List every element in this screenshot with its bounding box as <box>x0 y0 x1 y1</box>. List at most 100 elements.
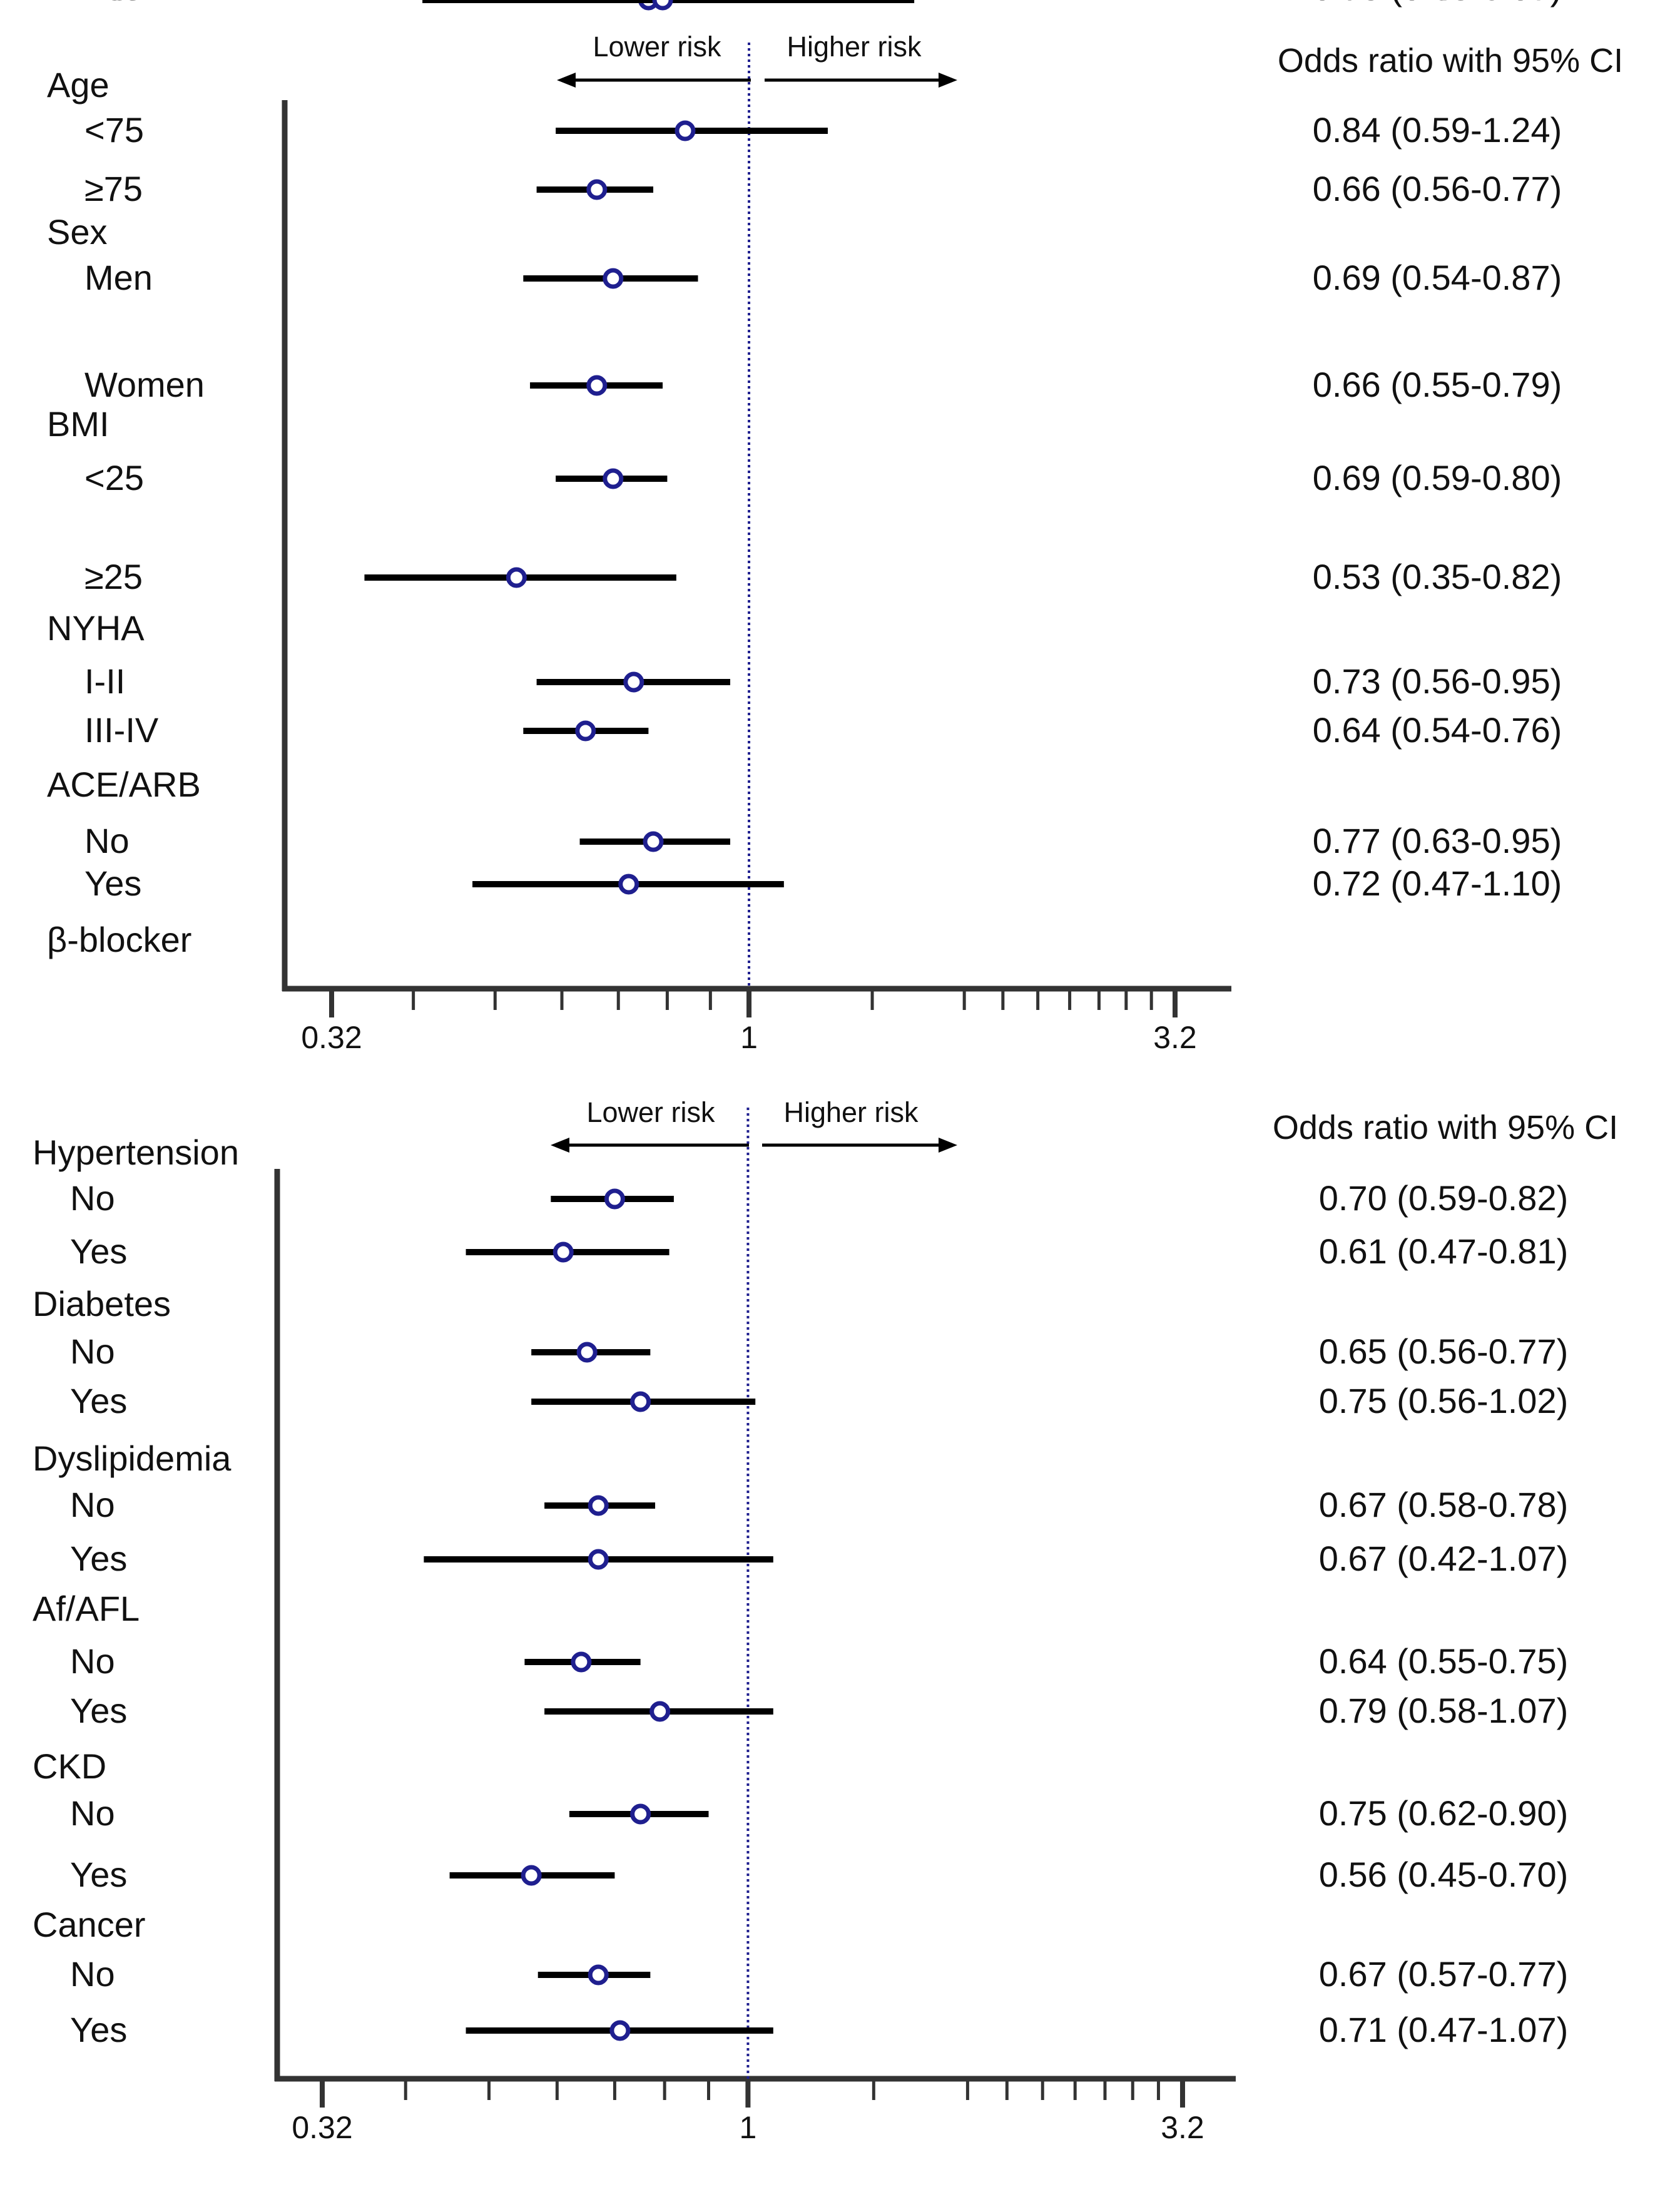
subgroup-label: No <box>70 1641 115 1681</box>
forest-row: Yes 0.79 (0.58-1.07) <box>70 1691 1568 1730</box>
forest-row: Yes 0.79 (0.41-1.57) <box>84 0 1562 11</box>
x-tick-label: 1 <box>740 1020 758 1055</box>
forest-row: <25 0.69 (0.59-0.80) <box>84 458 1562 497</box>
lower-risk-arrowhead <box>551 1138 569 1153</box>
forest-row: No 0.67 (0.58-0.78) <box>70 1485 1568 1524</box>
subgroup-label: III-IV <box>84 710 159 750</box>
subgroup-label: No <box>70 1332 115 1371</box>
or-point-marker <box>652 0 673 11</box>
or-ci-text: 0.69 (0.59-0.80) <box>1313 458 1562 497</box>
x-tick-label: 0.32 <box>301 1020 362 1055</box>
or-point-marker <box>521 1865 542 1886</box>
subgroup-label: Yes <box>70 1691 127 1730</box>
or-point-marker <box>588 1964 609 1986</box>
or-ci-text: 0.79 (0.41-1.57) <box>1313 0 1562 8</box>
or-ci-text: 0.71 (0.47-1.07) <box>1319 2010 1568 2049</box>
subgroup-label: <75 <box>84 110 144 150</box>
forest-row: Yes 0.75 (0.56-1.02) <box>70 1381 1568 1420</box>
forest-row: I-II 0.73 (0.56-0.95) <box>84 661 1562 701</box>
forest-row: No 0.64 (0.55-0.75) <box>70 1641 1568 1681</box>
higher-risk-label: Higher risk <box>787 31 922 63</box>
group-label: NYHA <box>47 608 145 648</box>
forest-row: III-IV 0.64 (0.54-0.76) <box>84 710 1562 750</box>
subgroup-label: Men <box>84 258 153 297</box>
or-ci-text: 0.72 (0.47-1.10) <box>1313 864 1562 903</box>
or-ci-text: 0.67 (0.58-0.78) <box>1319 1485 1568 1524</box>
or-ci-text: 0.64 (0.54-0.76) <box>1313 710 1562 750</box>
lower-risk-label: Lower risk <box>586 1096 715 1128</box>
or-point-marker <box>586 375 608 396</box>
or-ci-text: 0.77 (0.63-0.95) <box>1313 821 1562 860</box>
or-ci-text: 0.67 (0.57-0.77) <box>1319 1954 1568 1994</box>
forest-panel-top: 0.32 1 3.2 Lower risk Higher risk Odds ratio … <box>47 0 1623 1055</box>
group-label: BMI <box>47 404 109 444</box>
or-point-marker <box>675 120 696 141</box>
or-point-marker <box>649 1701 671 1722</box>
or-ci-text: 0.67 (0.42-1.07) <box>1319 1539 1568 1578</box>
subgroup-label: Yes <box>70 1539 127 1578</box>
or-ci-text: 0.64 (0.55-0.75) <box>1319 1641 1568 1681</box>
forest-row: No 0.70 (0.59-0.82) <box>70 1178 1568 1218</box>
forest-row: No 0.75 (0.62-0.90) <box>70 1793 1568 1833</box>
or-point-marker <box>506 567 527 588</box>
or-ci-text: 0.75 (0.62-0.90) <box>1319 1793 1568 1833</box>
or-ci-text: 0.66 (0.55-0.79) <box>1313 365 1562 404</box>
or-ci-text: 0.70 (0.59-0.82) <box>1319 1178 1568 1218</box>
group-label: Dyslipidemia <box>33 1439 232 1478</box>
group-label: β-blocker <box>47 920 191 959</box>
or-ci-text: 0.56 (0.45-0.70) <box>1319 1855 1568 1894</box>
x-tick-label: 3.2 <box>1161 2110 1204 2145</box>
subgroup-label: ≥25 <box>84 557 143 596</box>
or-point-marker <box>571 1651 592 1673</box>
subgroup-label: No <box>70 1178 115 1218</box>
or-ci-text: 0.73 (0.56-0.95) <box>1313 661 1562 701</box>
or-point-marker <box>618 874 639 895</box>
group-label: Age <box>47 65 109 105</box>
higher-risk-arrowhead <box>939 73 957 88</box>
x-tick-label: 3.2 <box>1153 1020 1197 1055</box>
or-ci-text: 0.61 (0.47-0.81) <box>1319 1231 1568 1271</box>
or-point-marker <box>630 1391 651 1412</box>
forest-row: No 0.67 (0.57-0.77) <box>70 1954 1568 1994</box>
subgroup-label: Yes <box>70 1381 127 1420</box>
or-point-marker <box>643 831 664 852</box>
forest-row: ≥75 0.66 (0.56-0.77) <box>84 169 1562 208</box>
or-point-marker <box>603 268 624 289</box>
lower-risk-label: Lower risk <box>593 31 721 63</box>
subgroup-label: I-II <box>84 661 125 701</box>
or-ci-text: 0.79 (0.58-1.07) <box>1319 1691 1568 1730</box>
subgroup-label: Yes <box>84 0 141 8</box>
forest-row: Yes 0.71 (0.47-1.07) <box>70 2010 1568 2049</box>
subgroup-label: No <box>70 1793 115 1833</box>
forest-row: Yes 0.56 (0.45-0.70) <box>70 1855 1568 1894</box>
forest-row: No 0.65 (0.56-0.77) <box>70 1332 1568 1371</box>
or-point-marker <box>623 671 644 693</box>
or-point-marker <box>604 1188 625 1210</box>
subgroup-label: Yes <box>70 2010 127 2049</box>
subgroup-label: ≥75 <box>84 169 143 208</box>
lower-risk-arrowhead <box>557 73 576 88</box>
or-point-marker <box>586 179 608 200</box>
subgroup-label: Yes <box>70 1231 127 1271</box>
group-label: Cancer <box>33 1905 146 1944</box>
or-point-marker <box>575 720 596 742</box>
subgroup-label: No <box>70 1485 115 1524</box>
group-label: Sex <box>47 212 108 252</box>
forest-row: Women 0.66 (0.55-0.79) <box>84 365 1562 404</box>
forest-row: No 0.77 (0.63-0.95) <box>84 821 1562 860</box>
or-point-marker <box>609 2020 631 2041</box>
subgroup-label: <25 <box>84 458 144 497</box>
forest-row: <75 0.84 (0.59-1.24) <box>84 110 1562 150</box>
group-label: Af/AFL <box>33 1589 140 1628</box>
forest-row: Yes 0.61 (0.47-0.81) <box>70 1231 1568 1271</box>
or-column-header: Odds ratio with 95% CI <box>1278 42 1623 79</box>
or-point-marker <box>603 468 624 489</box>
forest-panel-bottom: 0.32 1 3.2 Lower risk Higher risk Odds ratio … <box>33 1096 1618 2145</box>
risk-direction-arrows: Lower risk Higher risk <box>551 1096 957 1153</box>
forest-row: Yes 0.67 (0.42-1.07) <box>70 1539 1568 1578</box>
or-ci-text: 0.75 (0.56-1.02) <box>1319 1381 1568 1420</box>
or-point-marker <box>588 1495 609 1516</box>
or-point-marker <box>552 1241 574 1263</box>
